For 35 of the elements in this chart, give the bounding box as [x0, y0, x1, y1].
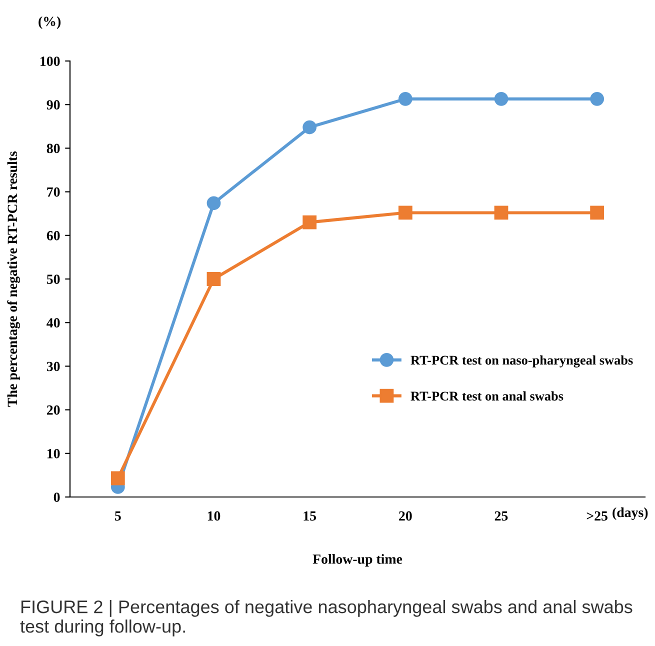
- y-tick-label: 30: [46, 362, 60, 372]
- point: [494, 206, 508, 220]
- y-tick-label: 80: [46, 144, 60, 154]
- point: [494, 92, 508, 106]
- text: (days): [612, 507, 648, 520]
- point: [590, 206, 604, 220]
- y-tick-label: 70: [47, 187, 60, 197]
- caption: FIGURE 2 | Percentages of negative nasopharyngeal swabs and anal swabs test during follow-up.: [20, 600, 632, 636]
- point: [398, 206, 412, 220]
- point: [302, 120, 317, 134]
- text: (%): [38, 16, 61, 29]
- y-tick-label: 60: [46, 230, 60, 240]
- x-tick-label: >25: [586, 511, 608, 521]
- point: [110, 471, 125, 486]
- y-tick-label: 100: [40, 56, 60, 66]
- y-tick-label: 90: [46, 100, 60, 110]
- x-tick-label: 10: [208, 511, 220, 521]
- x-tick-label: 15: [304, 511, 316, 521]
- point: [206, 272, 221, 286]
- y-tick-label: 10: [48, 448, 60, 458]
- x-tick-label: 5: [115, 511, 121, 521]
- point: [590, 92, 604, 106]
- y-axis-title: The percentage of negative RT-PCR results: [7, 151, 20, 407]
- legend-label: RT-PCR test on anal swabs: [410, 391, 564, 401]
- y-tick-label: 20: [46, 405, 60, 415]
- y-tick-label: 40: [46, 318, 60, 328]
- point: [302, 215, 317, 230]
- x-tick-label: 25: [494, 511, 508, 521]
- point: [206, 196, 221, 210]
- x-axis-title: Follow-up time: [312, 554, 402, 567]
- x-tick-label: 20: [399, 511, 412, 521]
- legend-label: RT-PCR test on naso-pharyngeal swabs: [410, 355, 633, 368]
- y-tick-label: 50: [46, 274, 60, 284]
- point: [398, 92, 412, 106]
- y-tick-label: 0: [54, 492, 60, 502]
